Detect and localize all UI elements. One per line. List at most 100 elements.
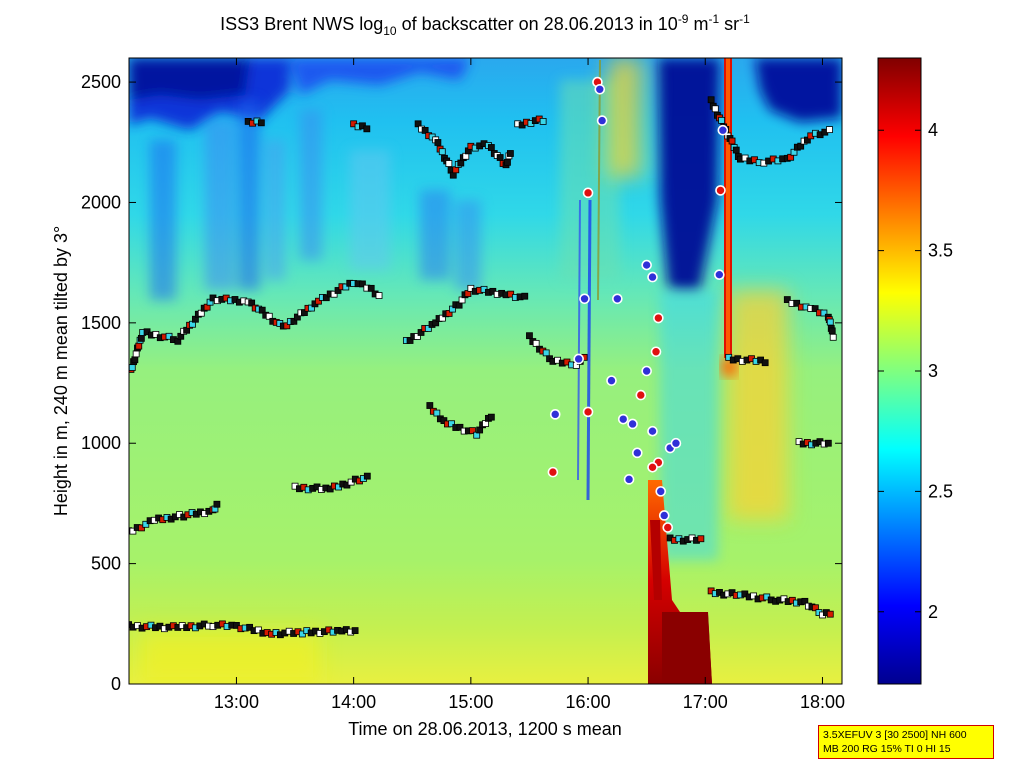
y-axis: 0 500 1000 1500 2000 2500 xyxy=(81,72,842,694)
cloud-marker xyxy=(670,437,682,449)
x-tick-label: 17:00 xyxy=(683,692,728,712)
cloud-marker xyxy=(641,365,652,377)
layer-marker xyxy=(718,116,725,124)
layer-marker xyxy=(811,305,819,313)
cloud-marker xyxy=(658,510,670,521)
layer-marker xyxy=(135,342,143,350)
layer-marker xyxy=(258,306,266,314)
cloud-marker xyxy=(631,447,643,459)
layer-marker xyxy=(728,137,736,145)
cloud-marker xyxy=(617,413,629,425)
layer-marker xyxy=(137,334,145,342)
x-tick-label: 15:00 xyxy=(448,692,493,712)
layer-marker xyxy=(301,309,308,316)
cloud-marker xyxy=(650,346,662,358)
layer-marker xyxy=(363,125,371,133)
layer-marker xyxy=(213,500,221,508)
layer-marker xyxy=(131,356,139,364)
layer-marker xyxy=(448,420,455,428)
layer-marker xyxy=(257,119,265,127)
cloud-marker xyxy=(715,185,726,196)
y-tick-label: 2000 xyxy=(81,192,121,212)
layer-marker xyxy=(433,409,441,417)
cloud-marker xyxy=(662,522,674,533)
layer-marker xyxy=(132,350,140,358)
layer-marker xyxy=(697,535,705,543)
layer-tracks xyxy=(129,96,837,639)
cloud-marker xyxy=(655,486,667,497)
layer-marker xyxy=(359,280,366,288)
layer-marker xyxy=(826,126,833,133)
cloud-marker xyxy=(714,269,725,280)
layer-marker xyxy=(417,329,425,336)
colorbar-tick-label: 3.5 xyxy=(928,241,953,261)
layer-marker xyxy=(129,527,137,535)
plot-frame xyxy=(128,57,843,685)
layer-marker xyxy=(445,160,453,167)
layer-marker xyxy=(826,318,834,326)
layer-marker xyxy=(812,604,819,612)
layer-marker xyxy=(732,146,740,154)
chart-title: ISS3 Brent NWS log10 of backscatter on 2… xyxy=(220,12,750,38)
layer-marker xyxy=(828,327,836,335)
layer-marker xyxy=(375,292,383,299)
layer-marker xyxy=(504,158,511,166)
layer-marker xyxy=(761,359,769,367)
layer-marker xyxy=(469,427,476,435)
cloud-markers xyxy=(547,76,729,533)
layer-marker xyxy=(829,333,837,341)
cloud-marker xyxy=(641,259,652,271)
cloud-marker xyxy=(582,187,594,199)
cloud-marker xyxy=(647,271,658,283)
cloud-marker xyxy=(579,293,590,305)
x-axis-label: Time on 28.06.2013, 1200 s mean xyxy=(348,719,622,739)
layer-marker xyxy=(351,627,359,634)
cloud-marker xyxy=(596,115,608,126)
x-axis: 13:00 14:00 15:00 16:00 17:00 18:00 xyxy=(214,58,845,712)
layer-marker xyxy=(283,322,291,330)
x-tick-label: 18:00 xyxy=(800,692,845,712)
cloud-marker xyxy=(582,406,594,418)
info-box-line-2: MB 200 RG 15% TI 0 HI 15 xyxy=(823,743,951,755)
info-box-line-1: 3.5XEFUV 3 [30 2500] NH 600 xyxy=(823,729,967,741)
layer-marker xyxy=(406,337,414,344)
cloud-marker xyxy=(653,312,664,324)
x-tick-label: 14:00 xyxy=(331,692,376,712)
cloud-marker xyxy=(635,389,647,401)
colorbar-tick-label: 3 xyxy=(928,361,938,381)
layer-marker xyxy=(438,148,446,156)
cloud-marker xyxy=(594,84,606,95)
layer-marker xyxy=(820,309,828,317)
cloud-marker xyxy=(547,466,559,478)
layer-marker xyxy=(426,402,434,409)
colorbar-tick-label: 4 xyxy=(928,120,938,140)
y-tick-label: 0 xyxy=(111,674,121,694)
y-tick-label: 2500 xyxy=(81,72,121,92)
colorbar xyxy=(877,57,922,685)
layer-marker xyxy=(424,325,432,332)
layer-marker xyxy=(521,292,529,300)
y-tick-label: 1500 xyxy=(81,313,121,333)
layer-marker xyxy=(824,439,832,447)
layer-marker xyxy=(526,332,533,340)
layer-marker xyxy=(434,139,442,146)
layer-marker xyxy=(142,520,150,528)
layer-marker xyxy=(248,299,256,307)
heatmap-image xyxy=(129,58,842,684)
layer-marker xyxy=(496,154,504,161)
layer-marker xyxy=(413,333,421,340)
layer-marker xyxy=(308,304,315,312)
layer-marker xyxy=(293,313,301,321)
cloud-marker xyxy=(647,462,658,473)
layer-marker xyxy=(367,284,375,292)
cloud-marker xyxy=(606,375,617,386)
cloud-marker xyxy=(717,124,729,136)
layer-marker xyxy=(315,297,322,305)
y-tick-label: 1000 xyxy=(81,433,121,453)
layer-marker xyxy=(793,299,801,307)
layer-marker xyxy=(532,339,540,347)
layer-marker xyxy=(414,120,422,128)
y-axis-label: Height in m, 240 m mean tilted by 3° xyxy=(51,226,71,516)
layer-marker xyxy=(334,287,342,294)
